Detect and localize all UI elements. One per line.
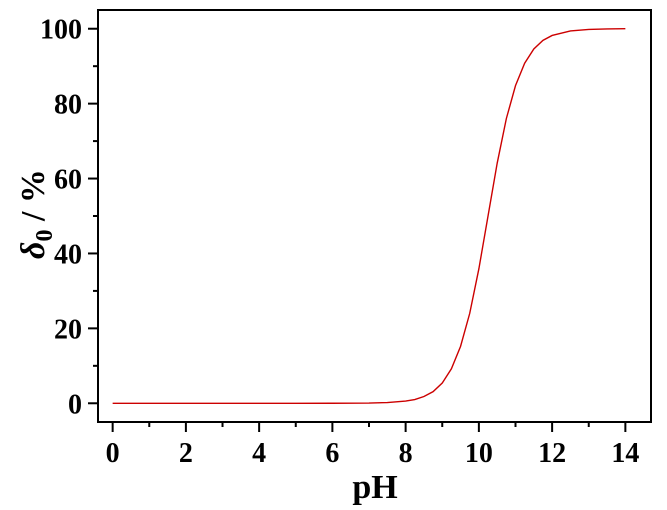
x-tick-label: 4 — [252, 438, 266, 469]
y-tick-label: 0 — [68, 389, 82, 420]
x-tick-label: 10 — [465, 438, 493, 469]
y-axis-title: δ0 / % — [15, 169, 58, 259]
x-tick-label: 2 — [179, 438, 193, 469]
x-tick-label: 8 — [399, 438, 413, 469]
x-tick-label: 0 — [106, 438, 120, 469]
y-axis-symbol: δ — [15, 242, 52, 259]
series-line — [112, 28, 626, 404]
x-tick-label: 14 — [611, 438, 639, 469]
y-axis-subscript: 0 — [32, 230, 58, 242]
tick-labels: 0 2 4 6 8 10 12 14 0 20 40 60 80 100 — [40, 15, 639, 469]
y-tick-label: 100 — [40, 15, 82, 46]
x-tick-label: 12 — [538, 438, 566, 469]
plot-frame — [97, 9, 652, 423]
y-tick-label: 80 — [54, 90, 82, 121]
y-axis-suffix: / % — [15, 169, 52, 229]
y-tick-label: 60 — [54, 165, 82, 196]
x-tick-label: 6 — [325, 438, 339, 469]
x-axis-title: pH — [352, 469, 397, 506]
y-tick-label: 40 — [54, 239, 82, 270]
y-tick-label: 20 — [54, 314, 82, 345]
axis-ticks — [88, 27, 627, 432]
